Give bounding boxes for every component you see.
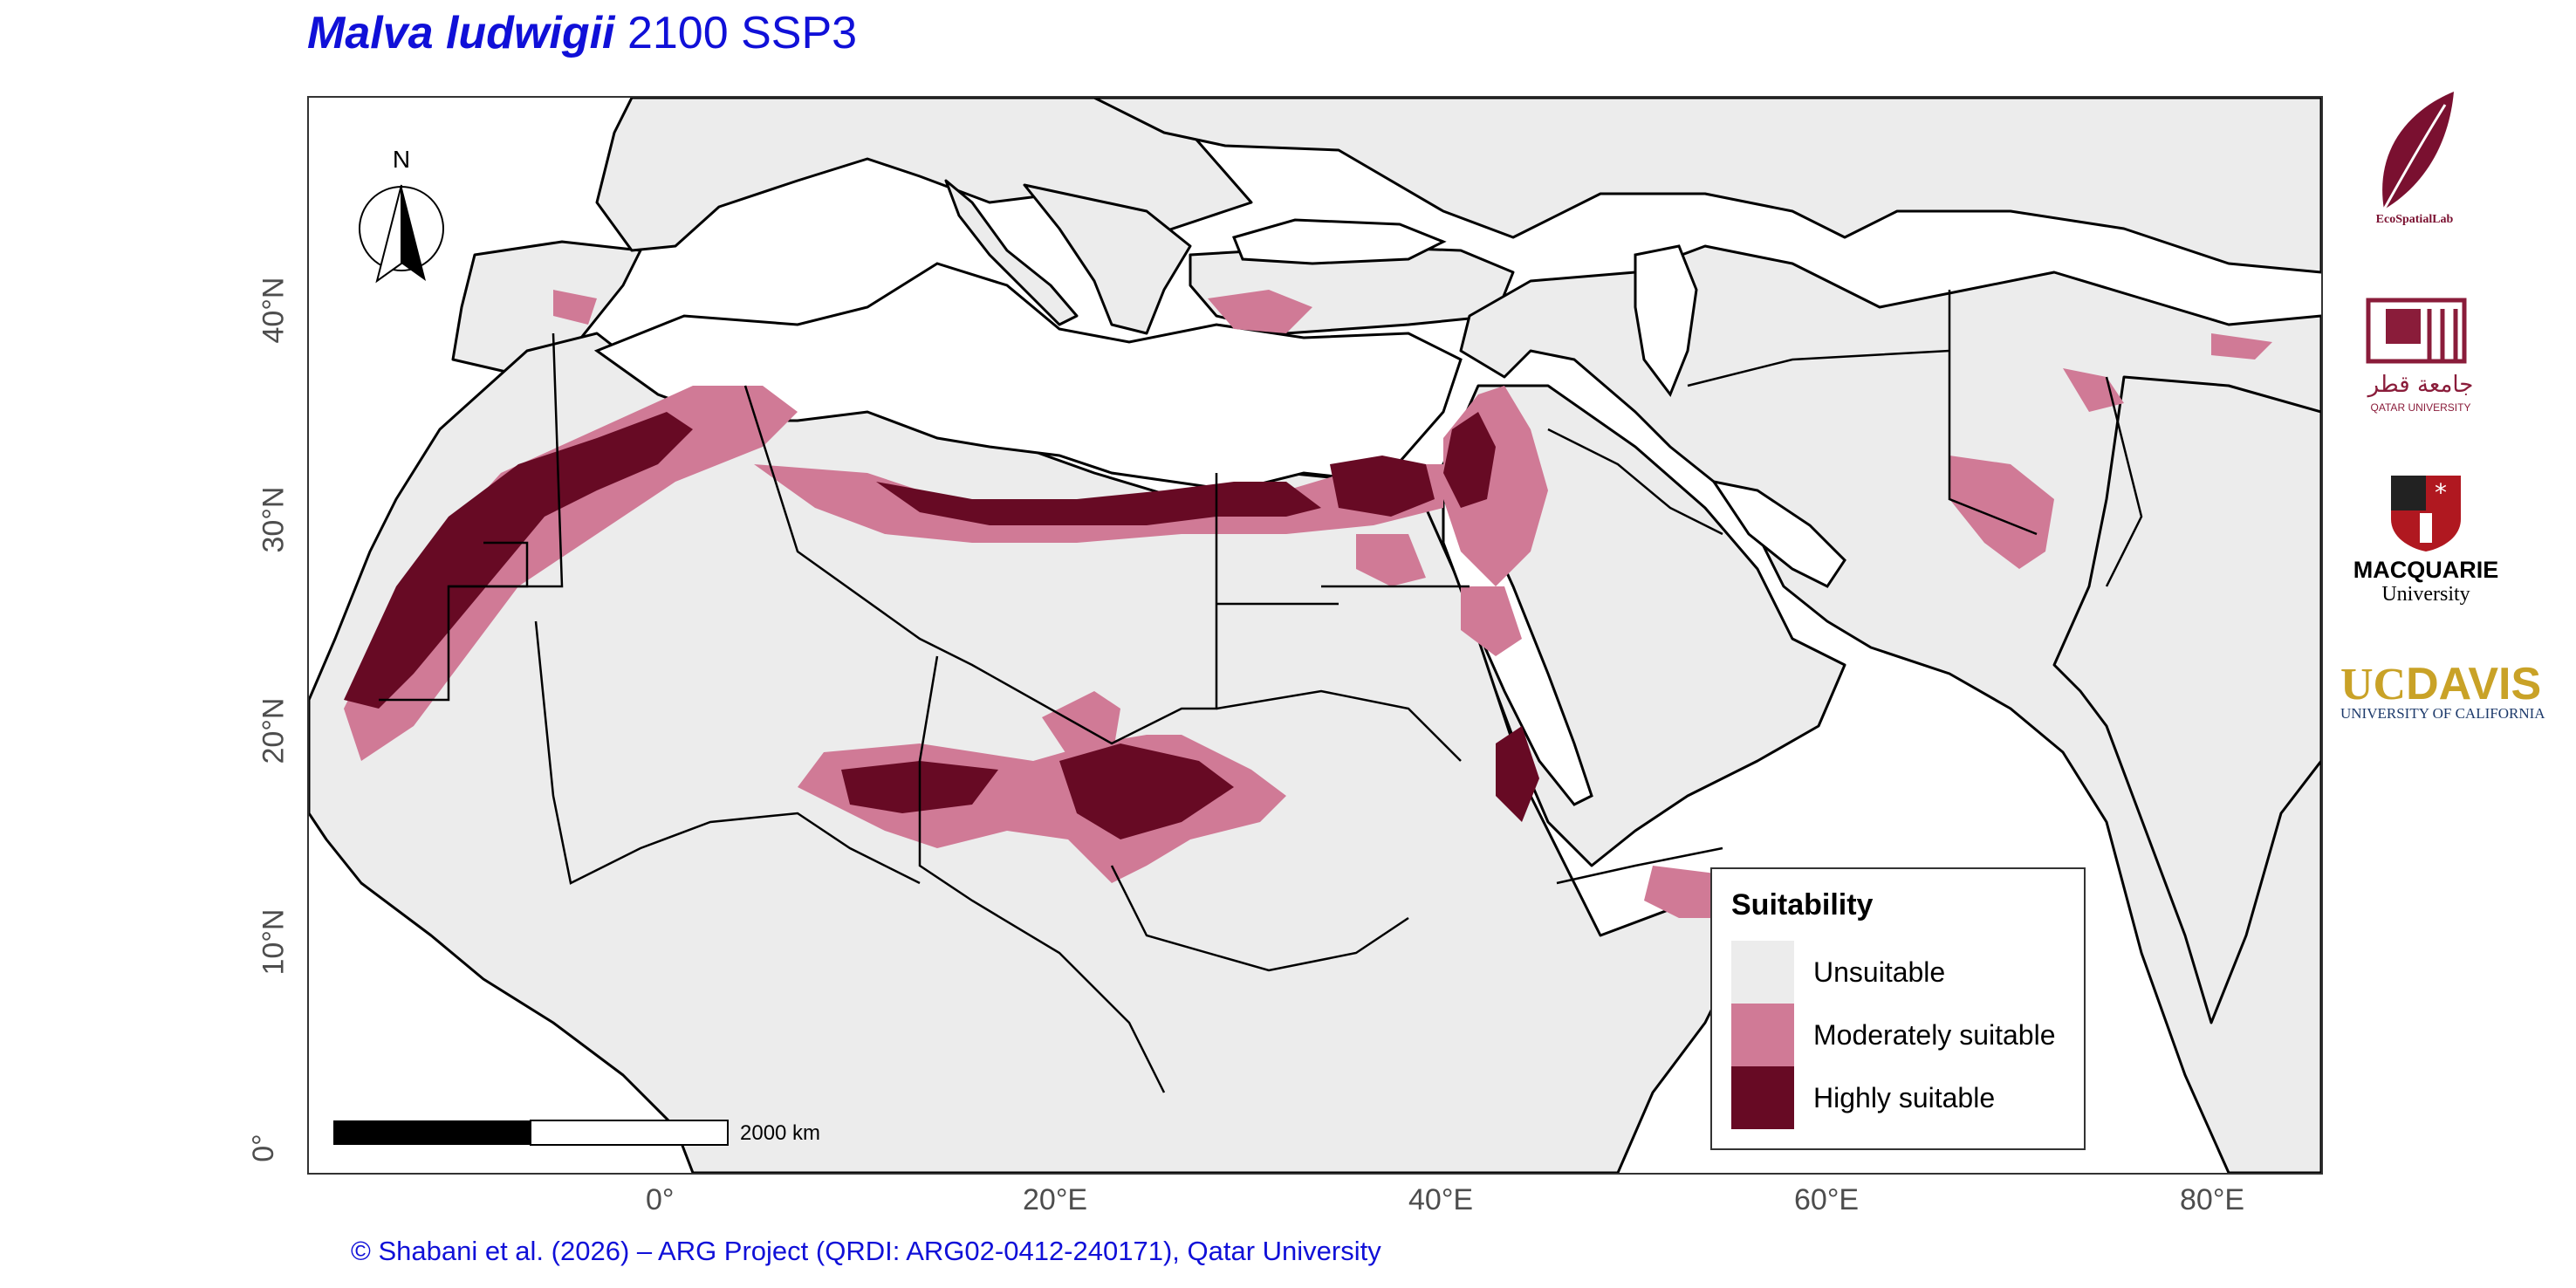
middle-east-land	[1459, 244, 2321, 1173]
europe-land	[595, 98, 1253, 252]
map-title: Malva ludwigii 2100 SSP3	[307, 7, 857, 59]
qatar-university-logo: جامعة قطر QATAR UNIVERSITY	[2360, 291, 2490, 422]
legend-label: Moderately suitable	[1813, 1019, 2056, 1051]
ucdavis-logo: UCDAVIS UNIVERSITY OF CALIFORNIA	[2340, 658, 2567, 728]
qatar-university-emblem-icon	[2366, 298, 2467, 364]
scale-bar: 2000 km	[333, 1120, 820, 1146]
x-tick-label: 60°E	[1794, 1183, 1860, 1216]
legend: Suitability Unsuitable Moderately suitab…	[1710, 867, 2086, 1150]
legend-label: Highly suitable	[1813, 1082, 1996, 1113]
x-tick-label: 40°E	[1408, 1183, 1474, 1216]
legend-label: Unsuitable	[1813, 956, 1946, 988]
italy-land	[944, 179, 1079, 326]
macquarie-text: MACQUARIE	[2353, 557, 2499, 583]
black-sea	[1231, 218, 1447, 265]
svg-text:*: *	[2435, 478, 2447, 507]
legend-title: Suitability	[1731, 888, 1874, 921]
macquarie-subtext: University	[2381, 583, 2470, 606]
species-name: Malva ludwigii	[307, 8, 615, 58]
north-arrow-label: N	[393, 146, 410, 173]
macquarie-shield-icon: *	[2391, 476, 2461, 552]
y-tick-label: 0°	[246, 1134, 280, 1162]
border-lines	[379, 290, 2143, 1093]
caspian-sea	[1634, 244, 1698, 398]
ucdavis-davis: DAVIS	[2406, 659, 2542, 709]
y-tick-label: 30°N	[257, 486, 291, 553]
ecospatiallab-text: EcoSpatialLab	[2375, 213, 2454, 226]
macquarie-logo: * MACQUARIE University	[2347, 471, 2504, 611]
legend-swatch-high	[1731, 1066, 1794, 1129]
legend-swatch-unsuitable	[1731, 941, 1794, 1004]
leaf-icon	[2382, 92, 2454, 210]
scenario-label: 2100 SSP3	[627, 8, 858, 58]
legend-swatch-moderate	[1731, 1004, 1794, 1066]
x-tick-label: 20°E	[1023, 1183, 1088, 1216]
ucdavis-uc: UC	[2340, 660, 2407, 709]
balkans-land	[1023, 183, 1192, 335]
ecospatiallab-logo: EcoSpatialLab	[2367, 87, 2463, 227]
persian-gulf	[1710, 479, 1846, 588]
credit-line: © Shabani et al. (2026) – ARG Project (Q…	[351, 1236, 1381, 1266]
x-tick-label: 80°E	[2180, 1183, 2245, 1216]
scale-bar-label: 2000 km	[740, 1121, 820, 1145]
north-arrow: N	[359, 146, 444, 284]
mediterranean-sea	[593, 262, 1463, 492]
east-europe-land	[1093, 98, 2321, 274]
map-svg: N 2000 km	[309, 98, 2321, 1173]
ucdavis-wordmark: UCDAVIS	[2340, 658, 2567, 710]
y-tick-label: 20°N	[257, 697, 291, 764]
ucdavis-subtext: UNIVERSITY OF CALIFORNIA	[2340, 705, 2545, 722]
qatar-university-text: QATAR UNIVERSITY	[2370, 401, 2471, 414]
map-panel: N 2000 km	[307, 96, 2323, 1175]
qatar-university-arabic-text: جامعة قطر	[2367, 372, 2474, 398]
y-tick-label: 10°N	[257, 908, 291, 976]
india-land	[2052, 375, 2321, 1024]
y-tick-label: 40°N	[257, 277, 291, 344]
x-tick-label: 0°	[646, 1183, 675, 1216]
